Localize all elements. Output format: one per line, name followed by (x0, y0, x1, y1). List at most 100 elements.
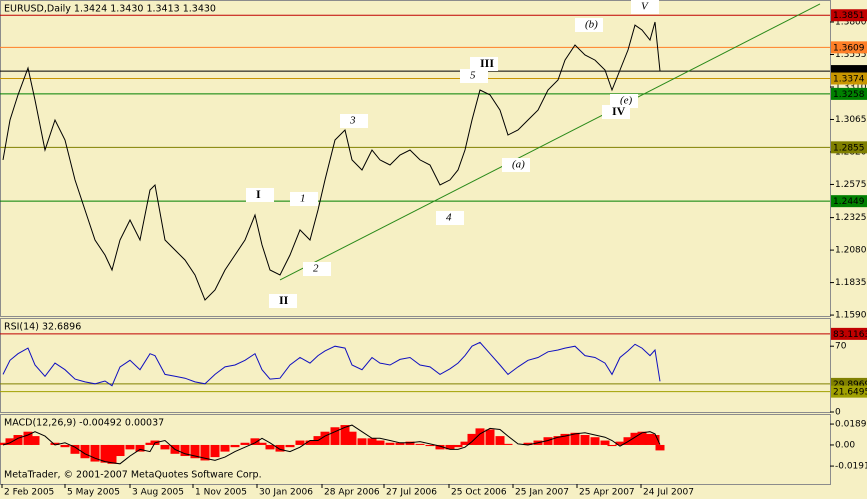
level-label-bg (831, 72, 867, 85)
x-tick-label: 25 Oct 2006 (451, 488, 507, 498)
histogram-bar (395, 442, 405, 445)
histogram-bar (485, 429, 495, 445)
x-tick-label: 5 May 2005 (67, 488, 120, 498)
histogram-bar (240, 442, 250, 445)
histogram-bar (425, 444, 435, 447)
y-tick-label: 1.3310 (835, 82, 867, 92)
panel-frame (0, 0, 831, 317)
level-label: 1.3258 (833, 90, 865, 100)
y-tick-label: -0.0191 (835, 462, 867, 472)
histogram-bar (523, 442, 533, 445)
level-label-bg (831, 141, 867, 154)
level-label: 1.3430 (833, 67, 865, 77)
histogram-bar (210, 444, 220, 458)
histogram-bar (655, 444, 665, 451)
annotation: III (480, 56, 494, 70)
annotation-box (502, 158, 530, 172)
level-label: 1.2449 (833, 197, 865, 207)
level-label-bg (831, 195, 867, 208)
histogram-bar (160, 444, 170, 450)
level-label: 1.3609 (833, 43, 865, 53)
y-tick-label: 0.00 (835, 440, 855, 450)
histogram-bar (80, 444, 90, 459)
y-tick-label: 70 (835, 342, 847, 352)
annotation-box (290, 192, 318, 206)
histogram-bar (135, 444, 145, 452)
histogram-bar (200, 444, 210, 461)
histogram-bar (50, 442, 60, 445)
histogram-bar (295, 440, 305, 445)
histogram-bar (180, 444, 190, 457)
annotation: IV (612, 104, 626, 118)
histogram-bar (0, 442, 8, 445)
histogram-bar (340, 425, 350, 445)
histogram-bar (630, 432, 640, 445)
level-label: 21.6495 (833, 388, 867, 398)
y-tick-label: 1.3800 (835, 18, 867, 28)
annotation: (b) (585, 19, 598, 31)
level-label-bg (831, 41, 867, 54)
histogram-bar (475, 428, 485, 445)
histogram-bar (330, 427, 340, 445)
panel-title: EURUSD,Daily 1.3424 1.3430 1.3413 1.3430 (4, 4, 216, 15)
histogram-bar (615, 441, 625, 445)
annotation-box (602, 105, 630, 119)
histogram-bar (600, 440, 610, 445)
annotation-box (303, 262, 331, 276)
histogram-bar (560, 433, 570, 445)
histogram-bar (357, 438, 367, 445)
annotation: I (256, 187, 261, 201)
histogram-bar (23, 431, 33, 445)
x-tick-label: 30 Jan 2006 (259, 488, 313, 498)
histogram-bar (90, 444, 100, 462)
histogram-bar (250, 438, 260, 445)
y-tick-label: 0 (835, 408, 841, 418)
histogram-bar (375, 440, 385, 445)
series-line (2, 21, 661, 301)
histogram-bar (265, 444, 275, 450)
level-label: 1.2855 (833, 143, 865, 153)
annotation-box (631, 0, 659, 14)
histogram-bar (645, 433, 655, 445)
histogram-bar (220, 444, 230, 452)
x-tick-label: 28 Apr 2006 (324, 488, 380, 498)
y-tick-label: 1.3065 (835, 115, 867, 125)
histogram-bar (30, 436, 40, 445)
annotation-box (460, 69, 488, 83)
y-tick-label: 1.3555 (835, 50, 867, 60)
y-tick-label: 1.2325 (835, 213, 867, 223)
annotation-box (470, 57, 498, 71)
histogram-bar (70, 444, 80, 454)
histogram-bar (190, 444, 200, 459)
series-line (2, 424, 661, 465)
histogram-bar (125, 444, 135, 450)
panel-frame (0, 318, 831, 413)
x-tick-label: 25 Apr 2007 (579, 488, 635, 498)
histogram-bar (60, 444, 70, 448)
x-tick-label: 2 Feb 2005 (4, 488, 54, 498)
histogram-bar (367, 438, 377, 445)
y-tick-label: 0.0189 (835, 420, 867, 430)
series-line (2, 341, 661, 387)
y-tick-label: 1.1590 (835, 311, 867, 321)
annotation-box (575, 18, 603, 32)
level-label-bg (831, 87, 867, 100)
histogram-bar (580, 435, 590, 445)
histogram-bar (257, 442, 267, 445)
panel-title: RSI(14) 32.6896 (4, 322, 81, 333)
histogram-bar (607, 444, 617, 447)
annotation-box (269, 294, 297, 308)
histogram-bar (285, 444, 295, 448)
histogram-bar (453, 444, 463, 448)
annotation: II (279, 293, 289, 307)
histogram-bar (320, 431, 330, 445)
annotation-box (436, 211, 464, 225)
footer-note: MetaTrader, © 2001-2007 MetaQuotes Softw… (4, 470, 262, 481)
annotation: (a) (512, 159, 525, 171)
level-label-bg (831, 385, 867, 398)
histogram-bar (543, 437, 553, 445)
annotation-box (340, 114, 368, 128)
histogram-bar (107, 444, 117, 464)
level-label: 1.3851 (833, 11, 865, 21)
